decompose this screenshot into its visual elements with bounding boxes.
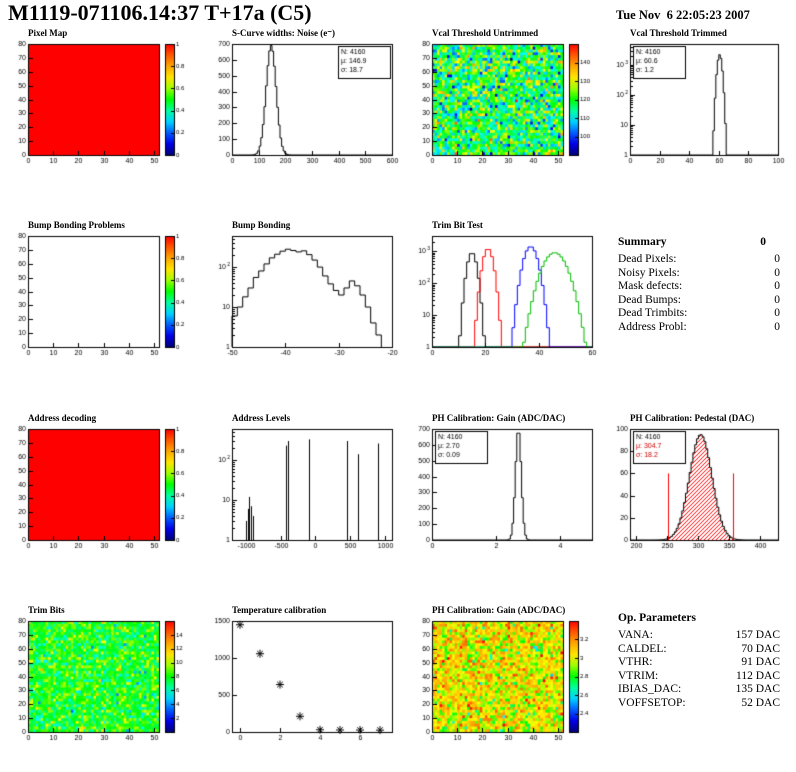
summary-row-value: 0	[774, 280, 780, 292]
chart-title: Bump Bonding	[232, 220, 291, 230]
chart-title: Trim Bit Test	[432, 220, 483, 230]
op-parameter-row: CALDEL: 70 DAC	[618, 643, 780, 657]
chart-title: PH Calibration: Gain (ADC/DAC)	[432, 605, 566, 615]
summary-row-label: Dead Pixels:	[618, 253, 677, 265]
op-parameter-value: 157 DAC	[735, 629, 780, 641]
summary-row: Dead Bumps: 0	[618, 294, 780, 308]
pixel-map-chart	[2, 39, 202, 171]
vcal-threshold-untrimmed-chart	[406, 39, 606, 171]
op-parameter-value: 112 DAC	[736, 669, 780, 682]
summary-row: Mask defects: 0	[618, 280, 780, 294]
summary-row-label: Noisy Pixels:	[618, 266, 680, 279]
chart-title: Trim Bits	[28, 605, 65, 615]
op-parameter-label: VANA:	[618, 629, 653, 641]
ph-gain-map-chart	[406, 616, 606, 748]
op-parameter-label: VTRIM:	[618, 669, 659, 682]
trim-bits-chart	[2, 616, 202, 748]
op-parameter-row: VANA: 157 DAC	[618, 629, 780, 643]
chart-title: Temperature calibration	[232, 605, 327, 615]
summary-row-label: Address Probl:	[618, 320, 687, 333]
timestamp: Tue Nov 6 22:05:23 2007	[616, 8, 750, 22]
address-decoding-chart	[2, 424, 202, 556]
chart-title: S-Curve widths: Noise (e⁻)	[232, 28, 335, 38]
summary-total: 0	[760, 236, 766, 248]
summary-row: Dead Trimbits: 0	[618, 307, 780, 321]
vcal-threshold-trimmed-chart	[604, 39, 792, 171]
op-parameter-value: 52 DAC	[741, 696, 780, 709]
summary-row: Noisy Pixels: 0	[618, 267, 780, 281]
chart-title: Bump Bonding Problems	[28, 220, 125, 230]
summary-row-value: 0	[774, 320, 780, 333]
chart-title: Vcal Threshold Untrimmed	[432, 28, 539, 38]
op-parameter-label: CALDEL:	[618, 642, 667, 655]
ph-pedestal-chart	[604, 424, 792, 556]
scurve-noise-chart	[206, 39, 406, 171]
chart-title: Vcal Threshold Trimmed	[630, 28, 727, 38]
op-parameters-header: Op. Parameters	[618, 612, 780, 624]
op-parameters-block: Op. Parameters VANA: 157 DAC CALDEL: 70 DA…	[618, 612, 780, 710]
summary-header: Summary 0	[618, 236, 780, 248]
op-parameter-value: 91 DAC	[741, 656, 780, 668]
ph-gain-histogram-chart	[406, 424, 606, 556]
page-title: M1119-071106.14:37 T+17a (C5)	[8, 0, 312, 25]
trim-bit-test-chart	[406, 231, 606, 363]
op-parameter-label: VOFFSETOP:	[618, 696, 686, 709]
op-parameter-row: VTHR: 91 DAC	[618, 656, 780, 670]
summary-row-label: Dead Trimbits:	[618, 307, 688, 319]
op-parameter-label: IBIAS_DAC:	[618, 683, 682, 695]
chart-title: Address Levels	[232, 413, 291, 423]
bump-bonding-problems-chart	[2, 231, 202, 363]
chart-title: PH Calibration: Pedestal (DAC)	[630, 413, 755, 423]
summary-row: Address Probl: 0	[618, 321, 780, 335]
op-parameters-title: Op. Parameters	[618, 612, 696, 624]
op-parameter-row: VTRIM: 112 DAC	[618, 670, 780, 684]
summary-row-label: Dead Bumps:	[618, 293, 681, 306]
chart-title: Address decoding	[28, 413, 97, 423]
op-parameter-row: VOFFSETOP: 52 DAC	[618, 697, 780, 711]
summary-row-value: 0	[774, 253, 780, 265]
summary-row-value: 0	[774, 293, 780, 306]
chart-title: PH Calibration: Gain (ADC/DAC)	[432, 413, 566, 423]
summary-row-label: Mask defects:	[618, 280, 683, 292]
op-parameter-value: 135 DAC	[735, 683, 780, 695]
op-parameter-row: IBIAS_DAC: 135 DAC	[618, 683, 780, 697]
op-parameter-value: 70 DAC	[741, 642, 780, 655]
summary-block: Summary 0 Dead Pixels: 0 Noisy Pixels: 0 M…	[618, 236, 780, 334]
summary-title: Summary	[618, 236, 667, 248]
chart-title: Pixel Map	[28, 28, 68, 38]
summary-row: Dead Pixels: 0	[618, 253, 780, 267]
summary-row-value: 0	[774, 266, 780, 279]
address-levels-chart	[206, 424, 406, 556]
bump-bonding-chart	[206, 231, 406, 363]
temperature-calibration-chart	[206, 616, 406, 748]
summary-row-value: 0	[774, 307, 780, 319]
op-parameter-label: VTHR:	[618, 656, 653, 668]
